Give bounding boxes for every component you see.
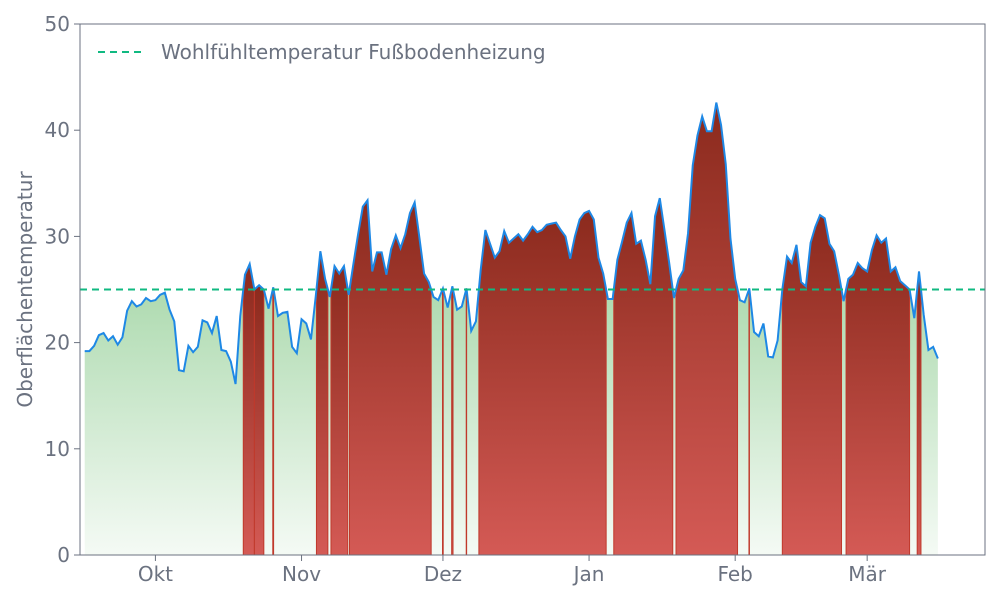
above-threshold-region — [272, 287, 275, 556]
above-threshold-region — [242, 262, 255, 556]
above-threshold-region — [781, 214, 843, 556]
above-threshold-region — [845, 234, 911, 556]
y-axis: 0 10 20 30 40 50 — [45, 12, 80, 567]
above-threshold-region — [315, 251, 329, 556]
above-threshold-region — [675, 102, 739, 556]
x-tick-label: Feb — [717, 562, 752, 586]
plot-frame — [79, 23, 986, 556]
x-axis: Okt Nov Dez Jan Feb Mär — [138, 555, 887, 586]
above-threshold-region — [916, 271, 922, 556]
above-threshold-region — [253, 284, 265, 556]
x-tick-label: Nov — [282, 562, 321, 586]
y-tick-label: 0 — [57, 543, 70, 567]
legend: Wohlfühltemperatur Fußbodenheizung — [98, 40, 546, 64]
fill-layer — [84, 102, 938, 556]
temperature-series-line — [84, 102, 939, 385]
above-threshold-region — [478, 210, 607, 556]
y-tick-label: 40 — [45, 118, 70, 142]
x-tick-label: Mär — [848, 562, 887, 586]
y-tick-label: 20 — [45, 331, 70, 355]
above-threshold-region — [330, 264, 349, 556]
x-tick-label: Dez — [424, 562, 462, 586]
y-tick-label: 50 — [45, 12, 70, 36]
y-axis-title: Oberflächentemperatur — [13, 171, 37, 408]
x-tick-label: Jan — [572, 562, 605, 586]
above-threshold-regions — [242, 102, 922, 556]
above-threshold-region — [442, 286, 444, 556]
y-tick-label: 10 — [45, 437, 70, 461]
legend-label-threshold: Wohlfühltemperatur Fußbodenheizung — [161, 40, 546, 64]
x-tick-label: Okt — [138, 562, 173, 586]
y-tick-label: 30 — [45, 224, 70, 248]
above-threshold-region — [451, 286, 454, 556]
